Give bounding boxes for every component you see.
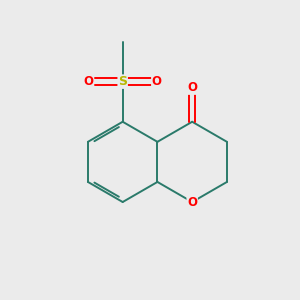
- Text: O: O: [152, 75, 162, 88]
- Text: O: O: [187, 196, 197, 208]
- Text: O: O: [187, 81, 197, 94]
- Text: O: O: [84, 75, 94, 88]
- Text: S: S: [118, 75, 127, 88]
